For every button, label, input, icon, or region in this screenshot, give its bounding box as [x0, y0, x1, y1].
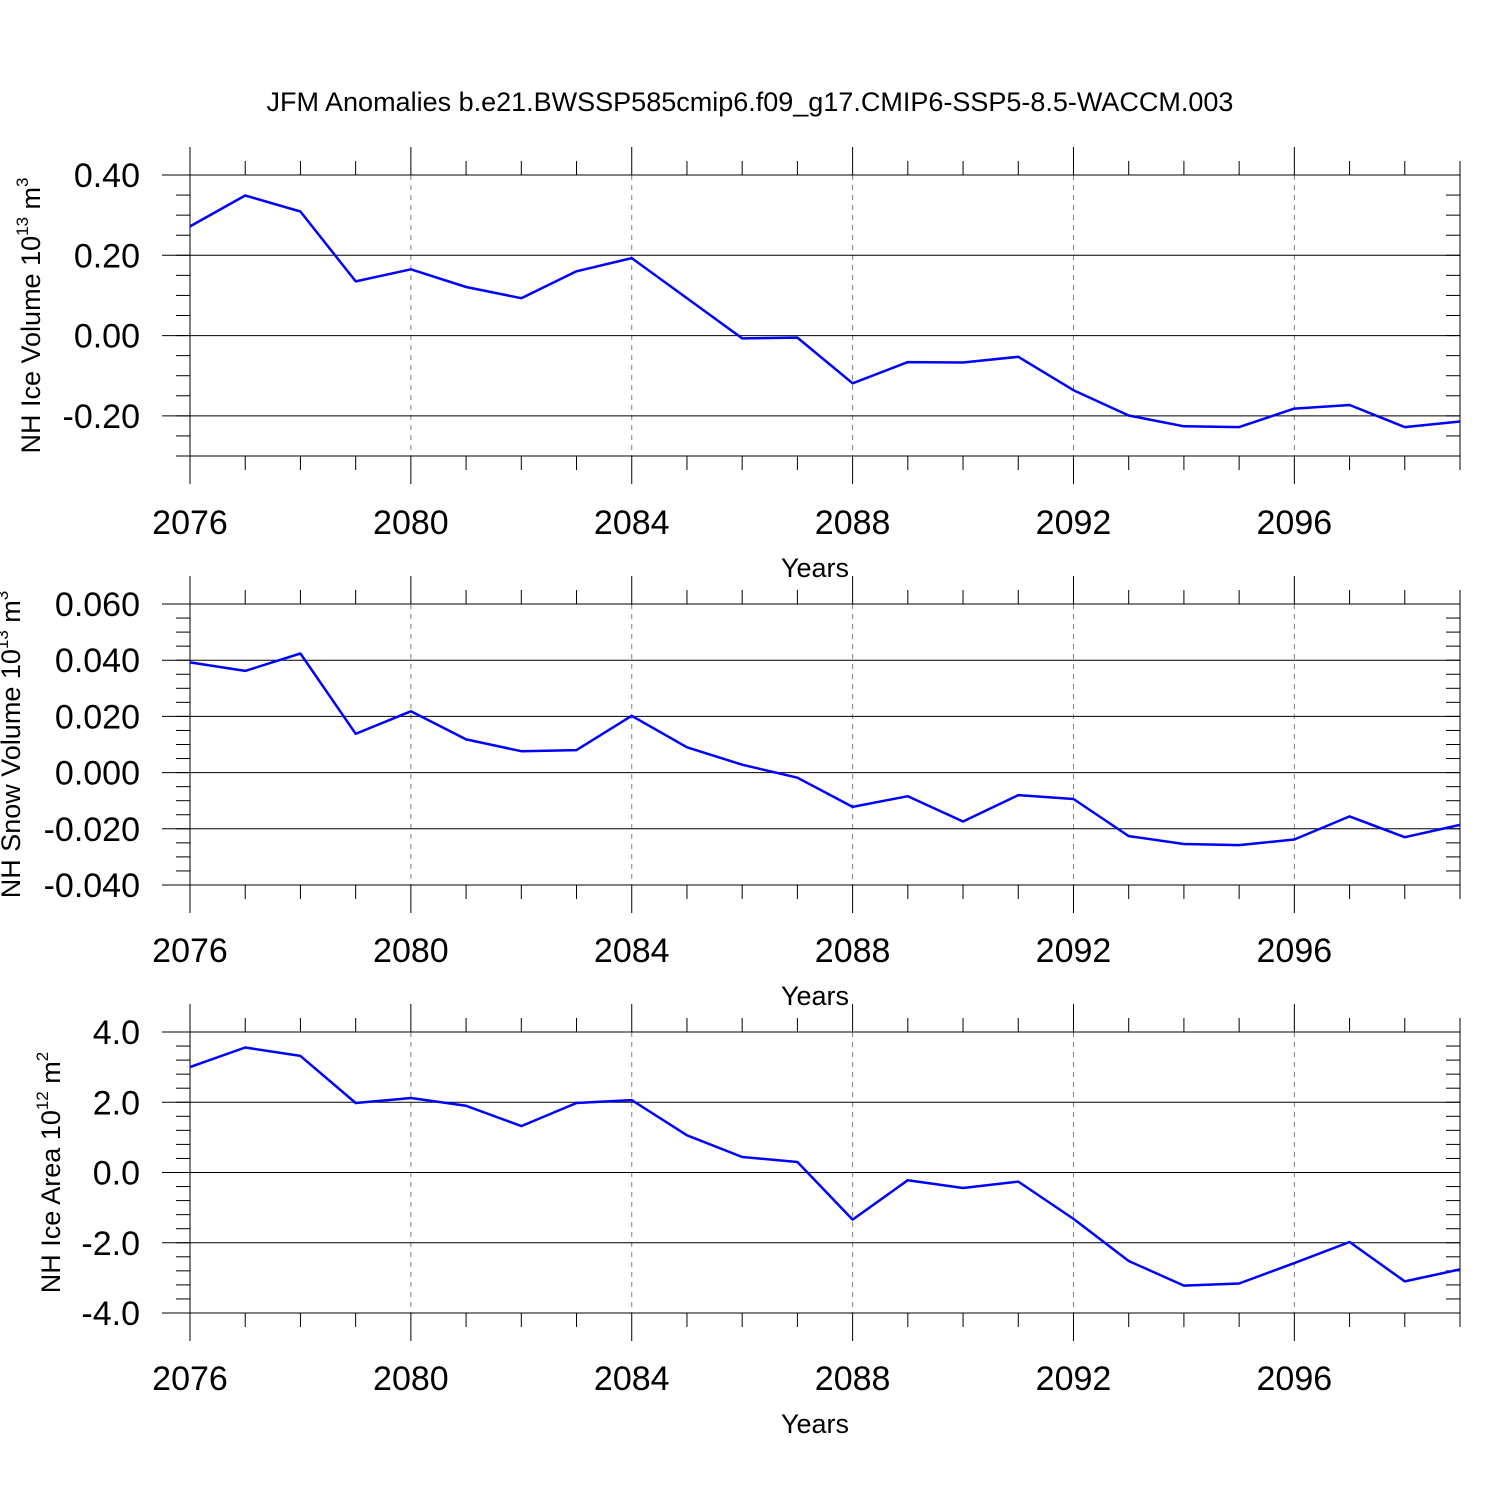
y-tick-label: 0.20 [74, 237, 140, 275]
y-tick-label: 0.000 [55, 755, 140, 793]
x-tick-label: 2096 [1257, 1360, 1333, 1398]
x-tick-label: 2084 [594, 504, 670, 542]
y-tick-label: 0.060 [55, 586, 140, 624]
panel-ice-area: 4.0 2.0 0.0 -2.0 -4.0 2076 2080 2084 2088 2092 209… [33, 1004, 1461, 1439]
x-tick-label: 2092 [1036, 932, 1112, 970]
series-line [189, 194, 1461, 429]
y-tick-label: -0.20 [63, 398, 141, 436]
y-tick-label: -0.040 [44, 867, 140, 905]
y-tick-label: 0.40 [74, 157, 140, 195]
y-tick-label: 4.0 [93, 1014, 140, 1052]
x-axis-label: Years [781, 1409, 849, 1439]
x-tick-label: 2096 [1257, 504, 1333, 542]
x-tick-label: 2088 [815, 504, 891, 542]
x-tick-label: 2088 [815, 932, 891, 970]
series-line [189, 1046, 1461, 1287]
y-tick-label: -2.0 [81, 1225, 140, 1263]
x-tick-label: 2096 [1257, 932, 1333, 970]
x-tick-label: 2080 [373, 1360, 449, 1398]
y-tick-label: 0.00 [74, 318, 140, 356]
panel-ice-volume: 0.40 0.20 0.00 -0.20 2076 2080 2084 2088 2092 209… [13, 147, 1461, 583]
y-tick-label: -0.020 [44, 811, 140, 849]
y-tick-label: 0.0 [93, 1155, 140, 1193]
y-tick-label: 2.0 [93, 1084, 140, 1122]
x-axis-label: Years [781, 981, 849, 1011]
y-axis-label: NH Ice Volume 1013 m3 [13, 178, 46, 454]
series-line [189, 652, 1461, 847]
x-tick-label: 2076 [152, 1360, 228, 1398]
y-tick-label: 0.040 [55, 642, 140, 680]
x-tick-label: 2088 [815, 1360, 891, 1398]
x-tick-label: 2084 [594, 932, 670, 970]
x-tick-label: 2076 [152, 504, 228, 542]
x-tick-label: 2092 [1036, 504, 1112, 542]
figure-title: JFM Anomalies b.e21.BWSSP585cmip6.f09_g1… [267, 87, 1234, 117]
x-tick-label: 2076 [152, 932, 228, 970]
x-tick-label: 2092 [1036, 1360, 1112, 1398]
y-tick-label: -4.0 [81, 1295, 140, 1333]
plot-frame [189, 174, 1461, 457]
x-axis-label: Years [781, 553, 849, 583]
x-tick-label: 2080 [373, 932, 449, 970]
y-axis-label: NH Snow Volume 1013 m3 [0, 591, 26, 899]
x-tick-label: 2080 [373, 504, 449, 542]
panel-snow-volume: 0.060 0.040 0.020 0.000 -0.020 -0.040 2076 2080… [0, 576, 1461, 1011]
y-axis-label: NH Ice Area 1012 m2 [33, 1052, 66, 1293]
x-tick-label: 2084 [594, 1360, 670, 1398]
y-tick-label: 0.020 [55, 698, 140, 736]
